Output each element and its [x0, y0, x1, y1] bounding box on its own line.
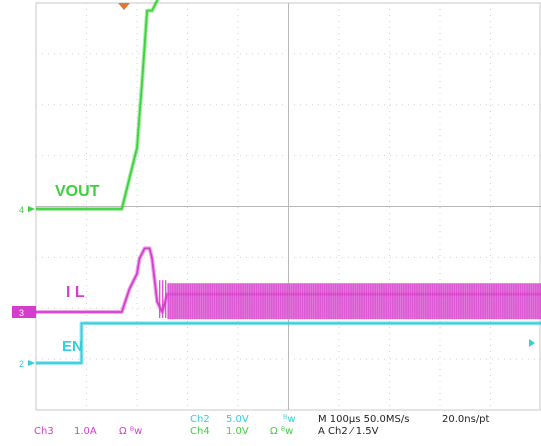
ch2-label: Ch2 [190, 414, 210, 425]
channel-2-marker: 2 [19, 359, 35, 369]
marker-arrow [28, 309, 35, 315]
trace-line [36, 0, 159, 210]
record-length: 20.0ns/pt [442, 414, 490, 425]
trace-label-vout: VOUT [55, 183, 100, 200]
trace-label-en: EN [62, 338, 83, 355]
trace-en [36, 321, 541, 365]
trace-label-il: I L [66, 284, 85, 301]
traces [36, 0, 541, 365]
graticule [35, 2, 541, 411]
ripple-texture [167, 282, 540, 321]
trigger-level-marker [529, 339, 535, 347]
ch4-coupling: Ω ᴮw [270, 426, 294, 437]
timebase-readout: M 100µs 50.0MS/s [318, 414, 410, 425]
channel-markers: 4 3 2 [12, 205, 36, 369]
marker-number: 4 [19, 205, 24, 215]
marker-number: 2 [19, 359, 24, 369]
channel-3-marker: 3 [12, 306, 36, 318]
ch3-coupling: Ω ᴮw [119, 426, 143, 437]
marker-number: 3 [19, 308, 24, 318]
marker-arrow [28, 360, 35, 366]
trace-vout [36, 0, 160, 211]
trace-line [36, 322, 541, 364]
trace-il [36, 246, 541, 321]
ch3-label: Ch3 [34, 426, 54, 437]
marker-bar [12, 306, 36, 318]
marker-arrow [28, 206, 35, 212]
ch4-label: Ch4 [190, 426, 210, 437]
ch2-scale: 5.0V [226, 414, 249, 425]
trigger-readout: A Ch2 ⁄ 1.5V [318, 426, 379, 437]
ch2-bandwidth: ᴮw [283, 414, 296, 425]
ch3-scale: 1.0A [74, 426, 97, 437]
trigger-position-marker [118, 3, 130, 10]
trace-labels: VOUT I L EN [55, 183, 100, 355]
channel-4-marker: 4 [19, 205, 35, 215]
ripple-envelope [167, 283, 541, 320]
ch4-scale: 1.0V [226, 426, 249, 437]
